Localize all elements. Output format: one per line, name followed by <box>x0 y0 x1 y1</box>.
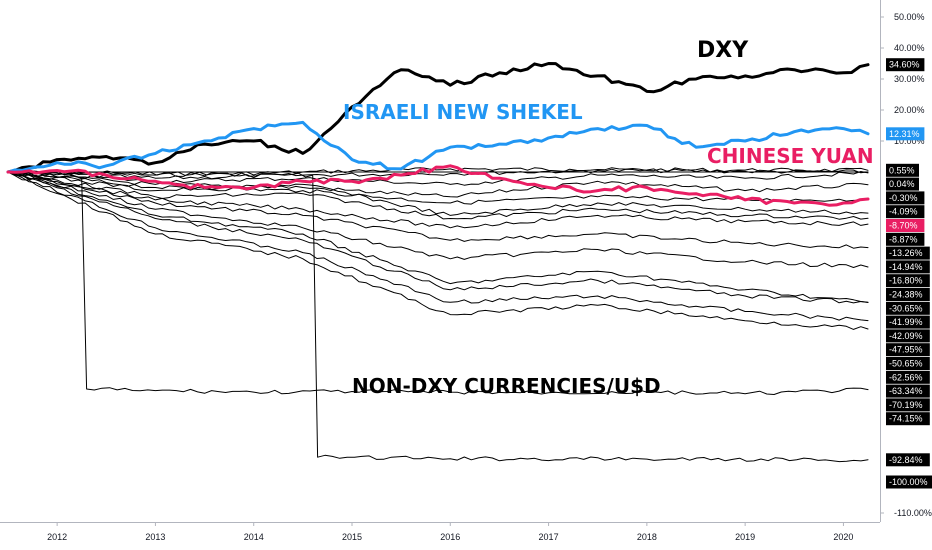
series-line-other-11 <box>7 171 869 249</box>
value-badge-label: -70.19% <box>889 400 923 410</box>
series-line-other-16 <box>7 171 869 330</box>
y-tick-label: 40.00% <box>894 43 925 53</box>
value-badge-label: -0.30% <box>889 193 918 203</box>
series-line-other-15 <box>7 171 869 322</box>
value-badge-label: -4.09% <box>889 207 918 217</box>
series-line-other-13 <box>7 171 869 303</box>
series-line-other-17 <box>7 171 869 395</box>
x-tick-layer: 2012 2013 2014 2015 2016 2017 2018 2019 2020 <box>47 522 853 542</box>
series-line-other-9 <box>7 171 869 220</box>
value-badge-label: -42.09% <box>889 331 923 341</box>
series-line-other-12 <box>7 171 869 268</box>
value-badge-layer: 34.60% 12.31% 0.55% 0.04% -0.30% -4.09% -8.70%… <box>886 58 932 489</box>
value-badge-label: -50.65% <box>889 359 923 369</box>
x-tick-label: 2020 <box>833 532 853 542</box>
value-badge-label: -74.15% <box>889 414 923 424</box>
x-tick-label: 2018 <box>637 532 657 542</box>
value-badge <box>886 205 925 219</box>
series-line-other-18 <box>7 170 869 463</box>
x-tick-label: 2017 <box>539 532 559 542</box>
series-line-other-14 <box>7 171 869 304</box>
value-badge <box>886 315 930 329</box>
value-badge-label: -41.99% <box>889 317 923 327</box>
x-tick-label: 2012 <box>47 532 67 542</box>
value-badge-label: -47.95% <box>889 345 923 355</box>
value-badge-label: -100.00% <box>889 477 928 487</box>
value-badge-label: -16.80% <box>889 276 923 286</box>
value-badge <box>886 398 930 412</box>
x-tick-label: 2015 <box>342 532 362 542</box>
x-tick-label: 2013 <box>145 532 165 542</box>
value-badge <box>886 191 925 205</box>
x-tick-label: 2016 <box>440 532 460 542</box>
y-tick-label: 20.00% <box>894 105 925 115</box>
value-badge <box>886 475 932 489</box>
value-badge <box>886 329 930 343</box>
value-badge <box>886 357 930 370</box>
x-tick-label: 2014 <box>244 532 264 542</box>
value-badge <box>886 384 930 398</box>
value-badge <box>886 412 930 426</box>
series-layer <box>6 62 870 463</box>
y-tick-label: 10.00% <box>894 136 925 146</box>
value-badge <box>886 232 925 246</box>
value-badge-label: -24.38% <box>889 290 923 300</box>
annotation-shekel: ISRAELI NEW SHEKEL <box>343 100 583 124</box>
value-badge <box>886 219 925 232</box>
series-line-other-6 <box>7 171 869 198</box>
value-badge <box>886 301 930 315</box>
value-badge-label: -8.87% <box>889 234 918 244</box>
value-badge-label: 12.31% <box>889 129 920 139</box>
value-badge-label: -92.84% <box>889 455 923 465</box>
value-badge-label: -62.56% <box>889 372 923 382</box>
series-line-dxy-0 <box>6 62 870 174</box>
value-badge <box>886 127 925 141</box>
value-badge-label: 0.55% <box>889 165 915 175</box>
value-badge <box>886 260 930 274</box>
series-line-other-7 <box>7 171 869 205</box>
value-badge-label: 0.04% <box>889 179 915 189</box>
series-line-shekel-1 <box>6 120 870 174</box>
y-tick-label: 30.00% <box>894 74 925 84</box>
value-badge <box>886 58 925 72</box>
value-badge-label: -63.34% <box>889 386 923 396</box>
y-tick-label: -110.00% <box>894 508 932 518</box>
value-badge-label: -14.94% <box>889 262 923 272</box>
annotation-yuan: CHINESE YUAN <box>707 144 874 168</box>
series-line-other-8 <box>7 171 869 216</box>
value-badge-label: -8.70% <box>889 221 918 231</box>
value-badge <box>886 288 930 301</box>
value-badge <box>886 274 930 288</box>
value-badge-label: -13.26% <box>889 248 923 258</box>
x-tick-label: 2019 <box>735 532 755 542</box>
y-tick-layer: 50.00% 40.00% 30.00% 20.00% 10.00% -110.00% <box>880 12 932 518</box>
value-badge <box>886 370 930 384</box>
annotation-dxy: DXY <box>697 38 749 63</box>
value-badge <box>886 163 919 177</box>
value-badge <box>886 453 930 467</box>
y-tick-label: 50.00% <box>894 12 925 22</box>
series-line-other-3 <box>7 167 869 177</box>
value-badge-label: -30.65% <box>889 303 923 313</box>
value-badge <box>886 246 930 260</box>
series-line-other-10 <box>7 171 869 229</box>
series-line-yuan-2 <box>6 164 870 207</box>
value-badge-label: 34.60% <box>889 60 920 70</box>
annotation-non-dxy: NON-DXY CURRENCIES/U$D <box>352 374 661 398</box>
value-badge <box>886 177 919 191</box>
value-badge <box>886 343 930 357</box>
series-line-other-4 <box>7 168 869 180</box>
